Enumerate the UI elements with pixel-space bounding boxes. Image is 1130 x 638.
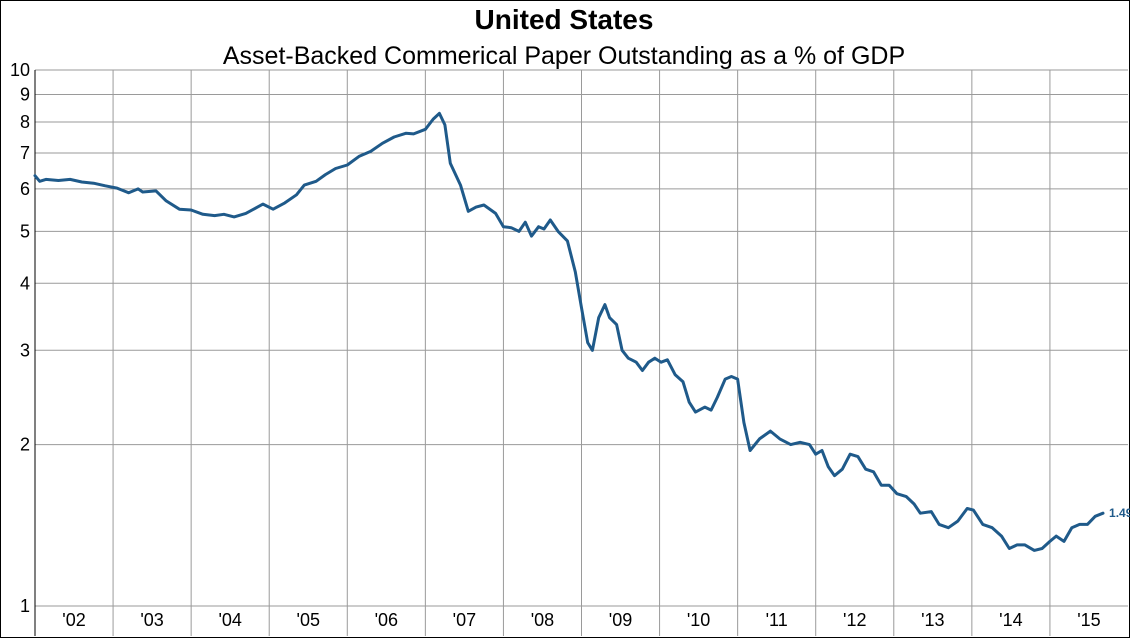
- y-tick-label: 4: [20, 273, 30, 293]
- y-tick-label: 7: [20, 143, 30, 163]
- y-tick-label: 8: [20, 112, 30, 132]
- x-tick-label: '03: [140, 610, 163, 630]
- y-tick-label: 6: [20, 179, 30, 199]
- end-value-label: 1.49: [1109, 506, 1130, 520]
- x-tick-label: '06: [375, 610, 398, 630]
- x-tick-label: '04: [218, 610, 241, 630]
- x-tick-label: '08: [531, 610, 554, 630]
- x-tick-label: '10: [687, 610, 710, 630]
- grid: [34, 69, 1128, 636]
- x-tick-label: '13: [921, 610, 944, 630]
- x-tick-label: '07: [453, 610, 476, 630]
- x-tick-label: '02: [62, 610, 85, 630]
- y-tick-label: 5: [20, 221, 30, 241]
- x-tick-label: '12: [843, 610, 866, 630]
- y-tick-label: 9: [20, 85, 30, 105]
- y-tick-label: 10: [10, 60, 30, 80]
- x-tick-label: '05: [297, 610, 320, 630]
- chart-subtitle: Asset-Backed Commerical Paper Outstandin…: [222, 42, 906, 70]
- x-tick-label: '14: [999, 610, 1022, 630]
- x-tick-label: '15: [1077, 610, 1100, 630]
- y-tick-label: 2: [20, 435, 30, 455]
- chart-title: United States: [474, 4, 654, 35]
- x-tick-label: '09: [609, 610, 632, 630]
- series-layer: [33, 111, 1105, 552]
- y-tick-label: 3: [20, 340, 30, 360]
- y-tick-label: 1: [20, 596, 30, 616]
- tick-labels: 1 2 3 4 5 6 7 8 9 10 '02 '03 '04 '05 '06 '07 '08 '09 '10 '1…: [10, 60, 1130, 630]
- x-tick-label: '11: [766, 610, 788, 630]
- series-line: [33, 111, 1105, 552]
